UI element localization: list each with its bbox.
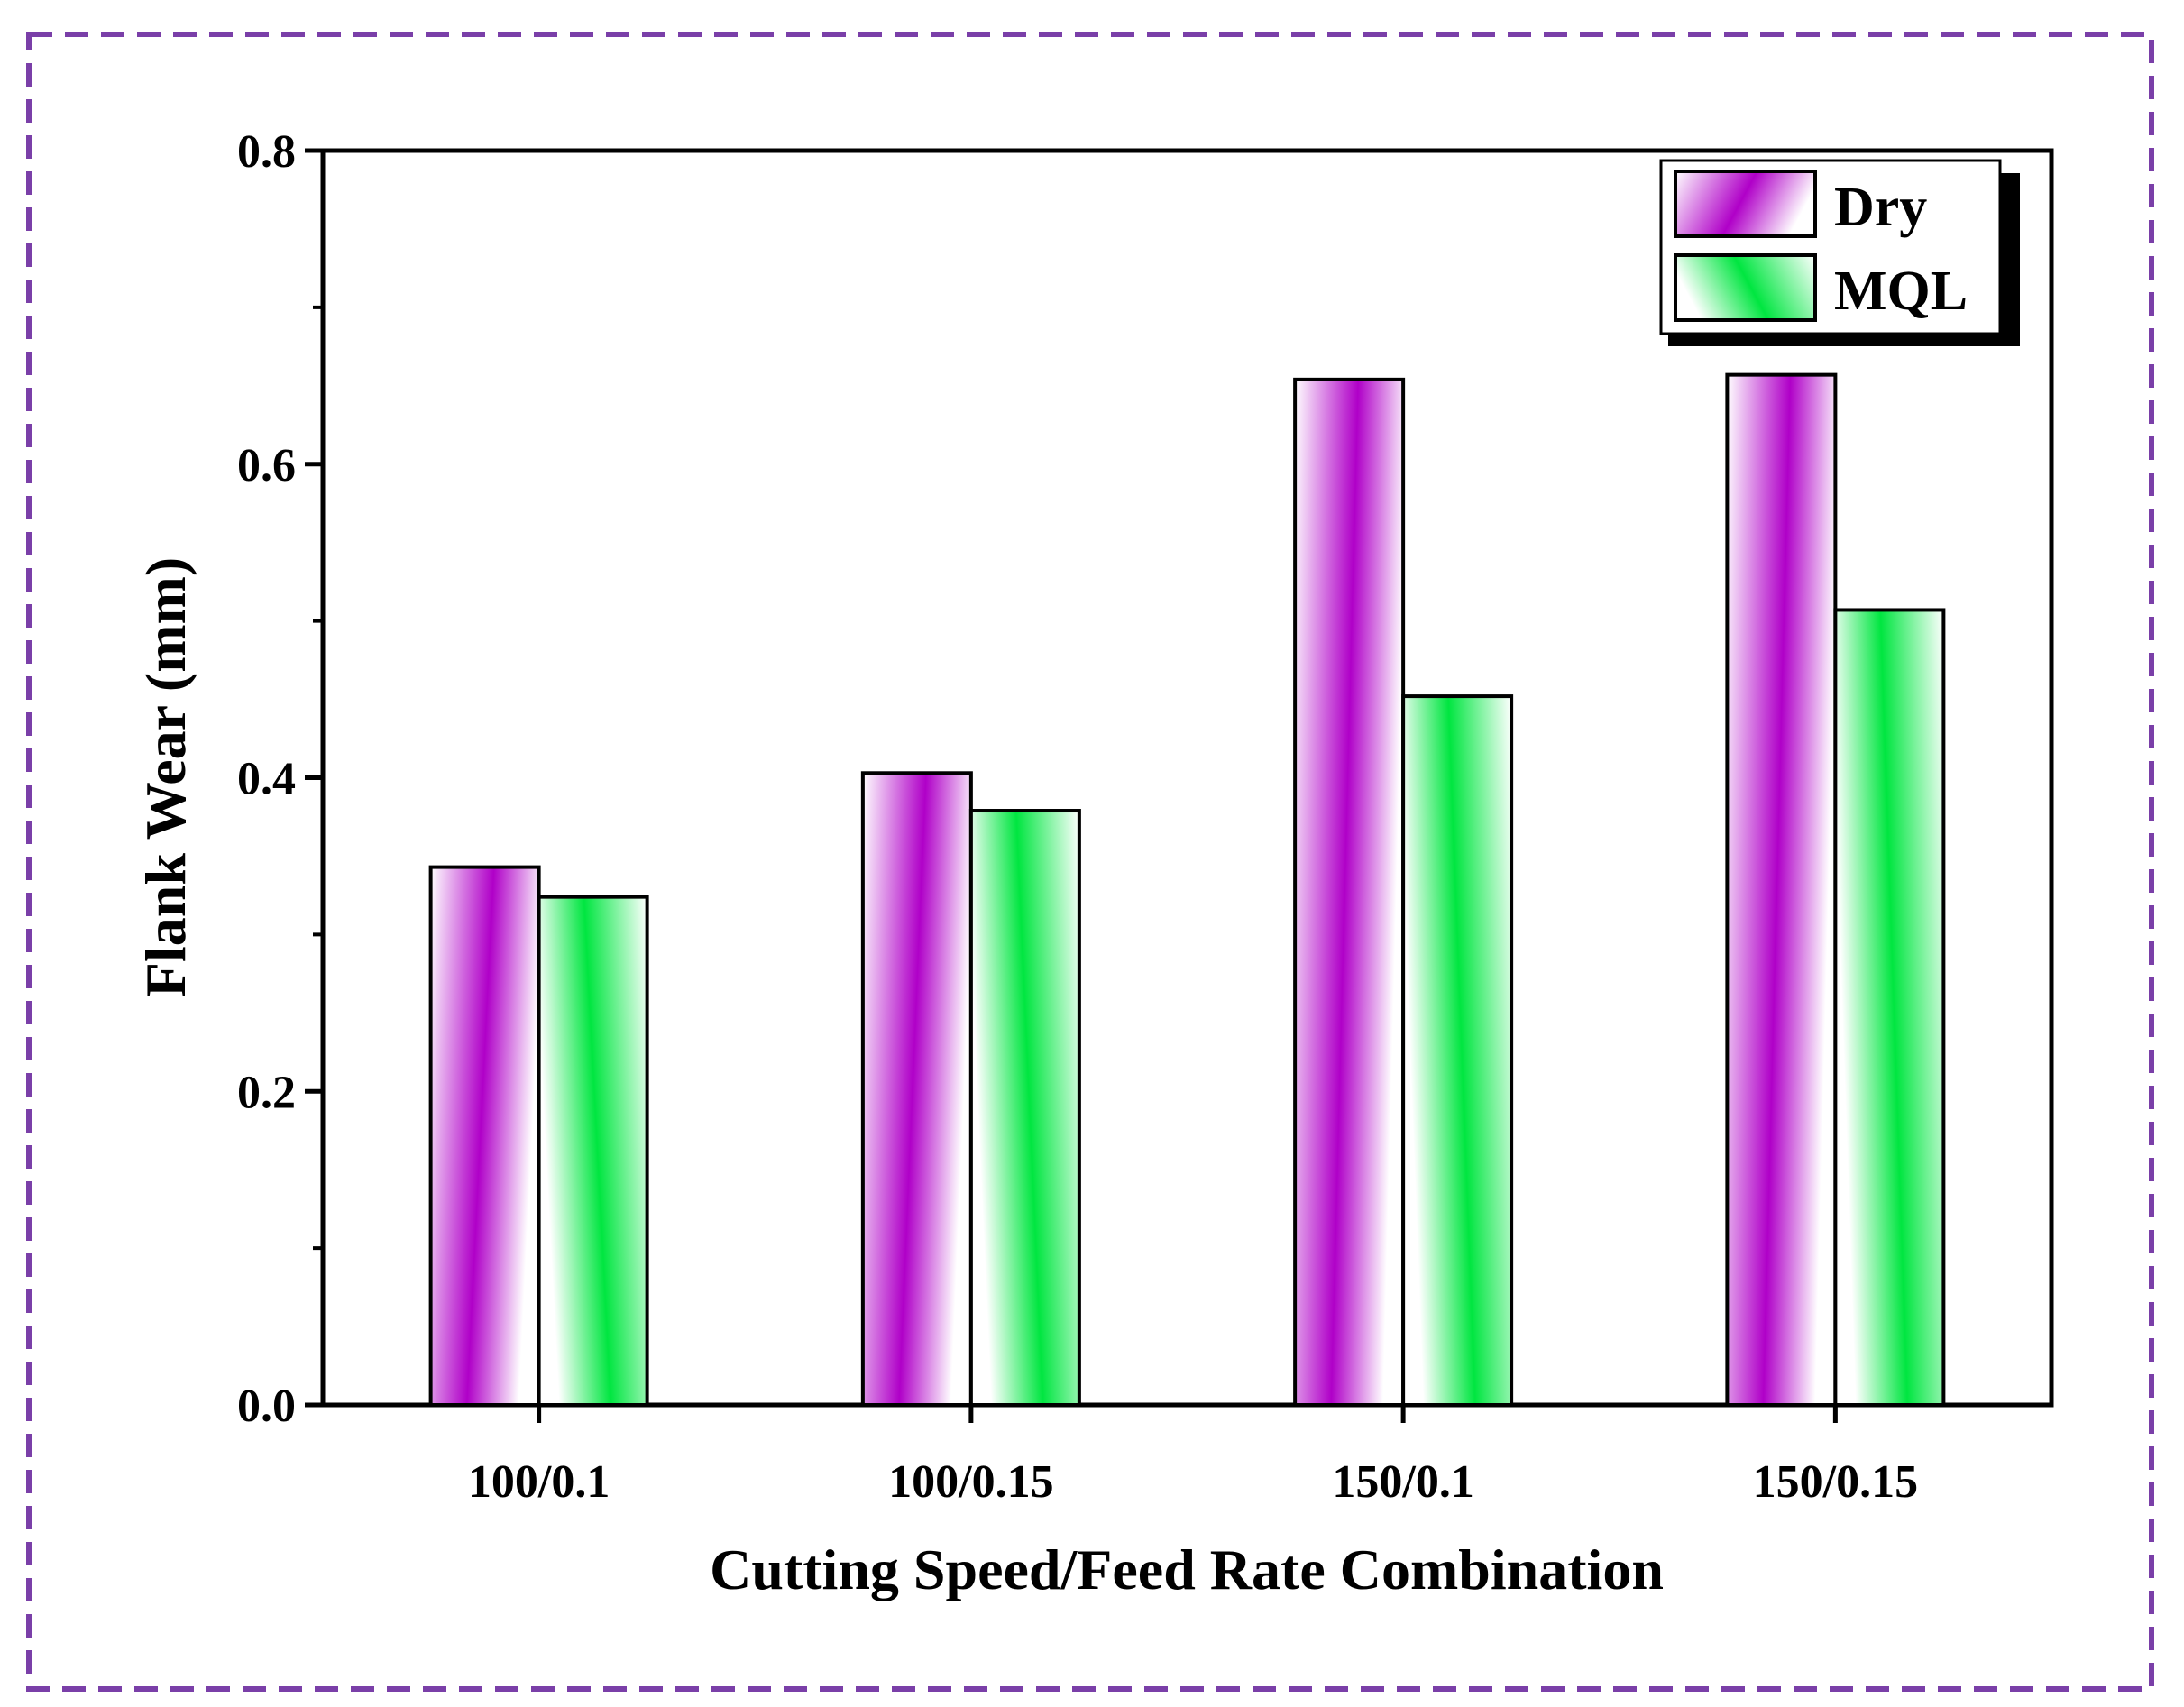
bar-mql-100-0-15 [968,809,1081,1407]
y-tick-label: 0.2 [237,1067,296,1118]
y-tick-label: 0.6 [237,440,296,491]
bar-dry-150-0-15 [1725,372,1838,1407]
y-tick-label: 0.8 [237,126,296,178]
legend: Dry MQL [1659,159,2020,346]
bar-mql-100-0-1 [537,895,649,1407]
x-tick-label: 150/0.1 [1332,1456,1473,1508]
bar-dry-100-0-1 [428,865,541,1407]
y-tick-label: 0.4 [237,754,296,805]
bar-dry-100-0-15 [860,771,973,1407]
x-tick-label: 150/0.15 [1753,1456,1918,1508]
x-tick-label: 100/0.15 [888,1456,1053,1508]
bar-dry-150-0-1 [1293,377,1406,1407]
x-tick-label: 100/0.1 [468,1456,610,1508]
legend-swatch-dry [1674,170,1817,238]
y-axis-title: Flank Wear (mm) [133,557,197,997]
x-axis-title: Cutting Speed/Feed Rate Combination [710,1537,1664,1601]
y-axis-ticks: 0.0 0.2 0.4 0.6 0.8 [237,126,323,1432]
bar-mql-150-0-1 [1401,694,1514,1407]
bar-mql-150-0-15 [1833,608,1946,1407]
y-tick-label: 0.0 [237,1381,296,1432]
figure-dashed-border [26,32,2154,1692]
legend-swatch-mql [1674,253,1817,322]
x-axis-ticks: 100/0.1 100/0.15 150/0.1 150/0.15 [468,1405,1918,1508]
legend-label-dry: Dry [1834,177,1927,238]
bar-marks [428,372,1946,1407]
legend-label-mql: MQL [1834,261,1968,322]
